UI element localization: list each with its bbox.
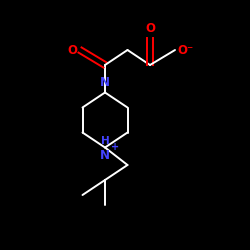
Text: +: +	[111, 142, 120, 152]
Text: H: H	[100, 136, 110, 146]
Text: N: N	[100, 149, 110, 162]
Text: O⁻: O⁻	[178, 44, 194, 57]
Text: N: N	[100, 76, 110, 90]
Text: O: O	[68, 44, 78, 57]
Text: O: O	[145, 22, 155, 35]
